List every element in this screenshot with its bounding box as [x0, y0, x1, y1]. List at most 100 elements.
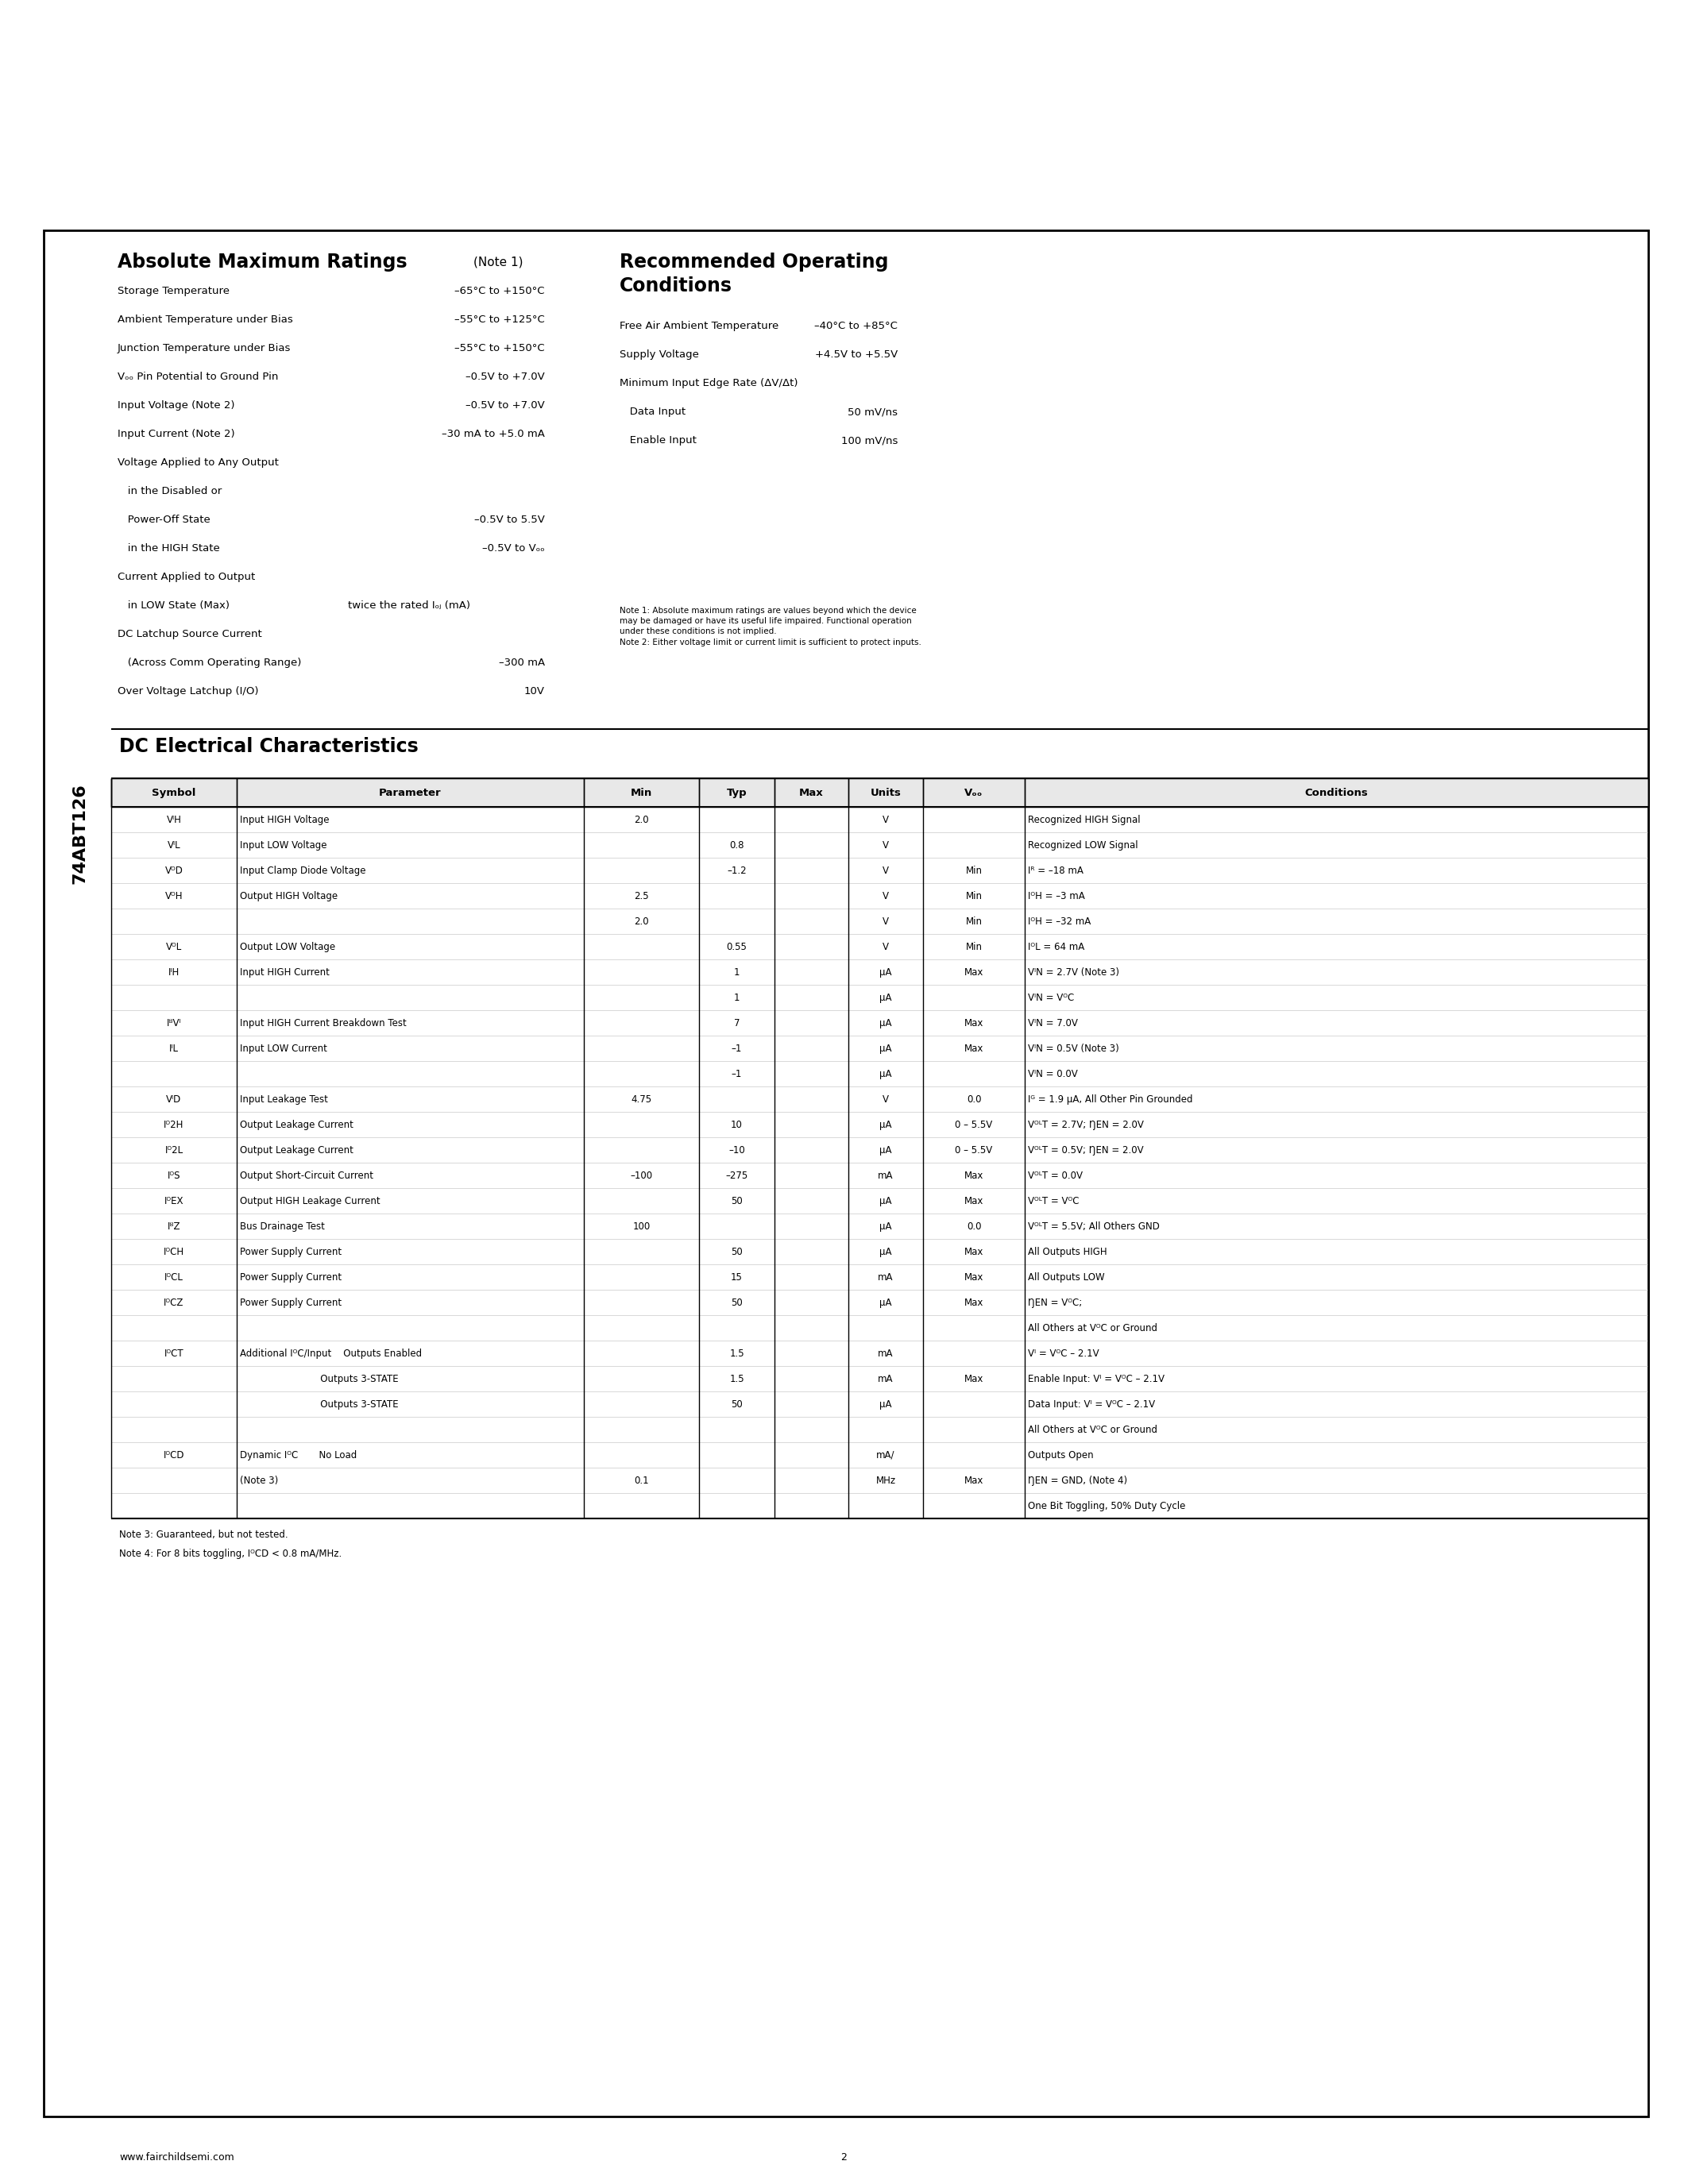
Text: Iᴼ2H: Iᴼ2H — [164, 1120, 184, 1129]
Text: 50: 50 — [731, 1297, 743, 1308]
Text: Units: Units — [871, 788, 901, 797]
Text: –10: –10 — [729, 1144, 744, 1155]
Text: μA: μA — [879, 992, 891, 1002]
Text: IᴵL: IᴵL — [169, 1044, 179, 1053]
Text: Storage Temperature: Storage Temperature — [118, 286, 230, 297]
Text: Outputs 3-STATE: Outputs 3-STATE — [240, 1400, 398, 1409]
Text: 0.0: 0.0 — [967, 1221, 981, 1232]
Text: Conditions: Conditions — [1305, 788, 1369, 797]
Text: Max: Max — [964, 1018, 984, 1029]
Text: VᴵN = VᴼC: VᴵN = VᴼC — [1028, 992, 1074, 1002]
Text: 10: 10 — [731, 1120, 743, 1129]
Text: VᴵD: VᴵD — [167, 1094, 182, 1105]
Text: VᴵN = 0.0V: VᴵN = 0.0V — [1028, 1068, 1077, 1079]
Text: Input Clamp Diode Voltage: Input Clamp Diode Voltage — [240, 865, 366, 876]
Text: 15: 15 — [731, 1271, 743, 1282]
Text: Max: Max — [798, 788, 824, 797]
Text: Min: Min — [966, 891, 982, 902]
Text: Supply Voltage: Supply Voltage — [619, 349, 699, 360]
Text: www.fairchildsemi.com: www.fairchildsemi.com — [120, 2151, 235, 2162]
Text: Additional IᴼC/Input    Outputs Enabled: Additional IᴼC/Input Outputs Enabled — [240, 1348, 422, 1358]
Text: Absolute Maximum Ratings: Absolute Maximum Ratings — [118, 253, 407, 271]
Text: –0.5V to +7.0V: –0.5V to +7.0V — [466, 400, 545, 411]
Text: IᴼL = 64 mA: IᴼL = 64 mA — [1028, 941, 1084, 952]
Text: Over Voltage Latchup (I/O): Over Voltage Latchup (I/O) — [118, 686, 258, 697]
Text: Note 1: Absolute maximum ratings are values beyond which the device
may be damag: Note 1: Absolute maximum ratings are val… — [619, 607, 922, 646]
Text: Symbol: Symbol — [152, 788, 196, 797]
Text: Input Current (Note 2): Input Current (Note 2) — [118, 428, 235, 439]
Text: 2.5: 2.5 — [635, 891, 648, 902]
Text: –55°C to +150°C: –55°C to +150°C — [454, 343, 545, 354]
Text: μA: μA — [879, 1195, 891, 1206]
Text: Max: Max — [964, 1271, 984, 1282]
Text: –100: –100 — [630, 1171, 653, 1182]
Text: MHz: MHz — [876, 1474, 896, 1485]
Text: 0 – 5.5V: 0 – 5.5V — [955, 1144, 993, 1155]
Text: 100 mV/ns: 100 mV/ns — [841, 435, 898, 446]
Text: Input HIGH Voltage: Input HIGH Voltage — [240, 815, 329, 826]
Text: in the HIGH State: in the HIGH State — [118, 544, 219, 553]
Text: Min: Min — [966, 865, 982, 876]
Text: 50: 50 — [731, 1247, 743, 1256]
Text: Bus Drainage Test: Bus Drainage Test — [240, 1221, 324, 1232]
Text: Vᴵ = VᴼC – 2.1V: Vᴵ = VᴼC – 2.1V — [1028, 1348, 1099, 1358]
Text: IᴼH = –3 mA: IᴼH = –3 mA — [1028, 891, 1085, 902]
Text: 50 mV/ns: 50 mV/ns — [847, 406, 898, 417]
Text: 1: 1 — [734, 992, 739, 1002]
Text: mA: mA — [878, 1171, 893, 1182]
Text: Max: Max — [964, 1247, 984, 1256]
Text: Outputs 3-STATE: Outputs 3-STATE — [240, 1374, 398, 1385]
Text: 0.1: 0.1 — [635, 1474, 648, 1485]
Text: 50: 50 — [731, 1195, 743, 1206]
Text: –65°C to +150°C: –65°C to +150°C — [454, 286, 545, 297]
Text: Minimum Input Edge Rate (ΔV/Δt): Minimum Input Edge Rate (ΔV/Δt) — [619, 378, 798, 389]
Text: Max: Max — [964, 1474, 984, 1485]
Text: Ambient Temperature under Bias: Ambient Temperature under Bias — [118, 314, 294, 325]
Text: Output HIGH Voltage: Output HIGH Voltage — [240, 891, 338, 902]
Text: 74ABT126: 74ABT126 — [71, 784, 88, 885]
Text: Power Supply Current: Power Supply Current — [240, 1247, 341, 1256]
Text: μA: μA — [879, 1144, 891, 1155]
Text: Parameter: Parameter — [380, 788, 442, 797]
Text: Max: Max — [964, 1195, 984, 1206]
Text: Note 4: For 8 bits toggling, IᴼCD < 0.8 mA/MHz.: Note 4: For 8 bits toggling, IᴼCD < 0.8 … — [120, 1548, 341, 1559]
Text: Outputs Open: Outputs Open — [1028, 1450, 1094, 1461]
Text: 50: 50 — [731, 1400, 743, 1409]
Text: Max: Max — [964, 968, 984, 976]
Text: μA: μA — [879, 1018, 891, 1029]
Text: Min: Min — [631, 788, 652, 797]
Text: Output HIGH Leakage Current: Output HIGH Leakage Current — [240, 1195, 380, 1206]
Text: VᴼᴸT = VᴼC: VᴼᴸT = VᴼC — [1028, 1195, 1079, 1206]
Text: μA: μA — [879, 1120, 891, 1129]
Text: +4.5V to +5.5V: +4.5V to +5.5V — [815, 349, 898, 360]
Text: Input Leakage Test: Input Leakage Test — [240, 1094, 327, 1105]
Text: 2: 2 — [841, 2151, 847, 2162]
Text: V: V — [883, 1094, 890, 1105]
Text: μA: μA — [879, 1068, 891, 1079]
Text: VᴵN = 0.5V (Note 3): VᴵN = 0.5V (Note 3) — [1028, 1044, 1119, 1053]
Text: One Bit Toggling, 50% Duty Cycle: One Bit Toggling, 50% Duty Cycle — [1028, 1500, 1185, 1511]
Text: VᴵL: VᴵL — [167, 841, 181, 850]
Text: IᴼH = –32 mA: IᴼH = –32 mA — [1028, 915, 1090, 926]
Text: Iᴼ2L: Iᴼ2L — [165, 1144, 182, 1155]
Text: –1: –1 — [731, 1044, 743, 1053]
Text: VᴵH: VᴵH — [167, 815, 182, 826]
Text: μA: μA — [879, 1297, 891, 1308]
Text: Iᴳ = 1.9 μA, All Other Pin Grounded: Iᴳ = 1.9 μA, All Other Pin Grounded — [1028, 1094, 1193, 1105]
Text: Junction Temperature under Bias: Junction Temperature under Bias — [118, 343, 290, 354]
Text: 0.8: 0.8 — [729, 841, 744, 850]
Text: Output Short-Circuit Current: Output Short-Circuit Current — [240, 1171, 373, 1182]
Text: –275: –275 — [726, 1171, 748, 1182]
Text: IᴼEX: IᴼEX — [164, 1195, 184, 1206]
Text: –0.5V to +7.0V: –0.5V to +7.0V — [466, 371, 545, 382]
Text: –40°C to +85°C: –40°C to +85°C — [814, 321, 898, 332]
Text: –1: –1 — [731, 1068, 743, 1079]
Text: mA/: mA/ — [876, 1450, 895, 1461]
Text: Output LOW Voltage: Output LOW Voltage — [240, 941, 336, 952]
Text: mA: mA — [878, 1271, 893, 1282]
Text: Input LOW Current: Input LOW Current — [240, 1044, 327, 1053]
Text: IᴽZ: IᴽZ — [167, 1221, 181, 1232]
Text: 1.5: 1.5 — [729, 1374, 744, 1385]
Text: Input LOW Voltage: Input LOW Voltage — [240, 841, 327, 850]
Text: –30 mA to +5.0 mA: –30 mA to +5.0 mA — [442, 428, 545, 439]
